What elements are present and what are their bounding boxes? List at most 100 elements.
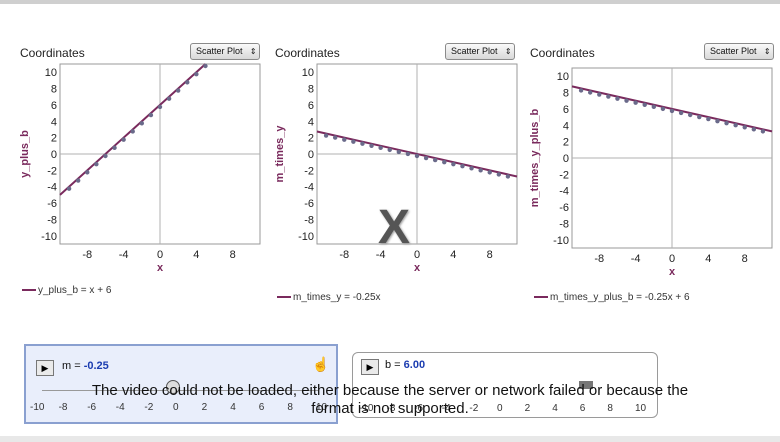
plot-type-select[interactable]: Scatter Plot ⇕: [190, 43, 260, 60]
data-point: [706, 116, 711, 122]
graph-panel-2: Coordinates Scatter Plot ⇕ 10 8 6 4 2 0 -2 -4 -6…: [273, 40, 528, 310]
legend-label: m_times_y = -0.25x: [293, 292, 381, 303]
scatter-plot[interactable]: 10 8 6 4 2 0 -2 -4 -6 -8 -10 -8 -4 0 4 8 x m_times_y: [273, 62, 528, 292]
slider-m-label: m = -0.25: [62, 360, 109, 372]
x-tick-label: 0: [414, 249, 420, 261]
y-tick-label: -10: [553, 235, 569, 247]
play-button[interactable]: ▶: [36, 360, 54, 376]
slider-scale: -10 -8 -6 -4 -2 0 2 4 6 8 10: [359, 403, 649, 415]
plot-type-label: Scatter Plot: [451, 46, 498, 56]
plot-type-select[interactable]: Scatter Plot ⇕: [445, 43, 515, 60]
x-tick-label: -4: [376, 249, 386, 261]
graph-legend: y_plus_b = x + 6: [22, 285, 111, 296]
plot-type-label: Scatter Plot: [196, 46, 243, 56]
data-point: [414, 153, 420, 159]
y-tick-label: -2: [304, 165, 314, 177]
error-line-2: format is not supported.: [311, 400, 469, 417]
data-point: [469, 166, 474, 171]
data-point: [405, 151, 411, 157]
slider-thumb[interactable]: [166, 380, 180, 394]
data-point: [487, 170, 492, 175]
data-point: [75, 178, 81, 183]
data-point: [687, 112, 693, 118]
slider-m-panel[interactable]: ▶ m = -0.25 ☝ -10 -8 -6 -4 -2 0 2 4 6 8 10: [24, 344, 338, 424]
video-error-message: The video could not be loaded, either be…: [0, 382, 780, 418]
play-button[interactable]: ▶: [361, 359, 379, 375]
x-tick-label: 8: [487, 249, 493, 261]
y-tick-label: -6: [304, 198, 314, 210]
y-tick-label: 0: [563, 153, 569, 165]
scale-tick-label: 4: [230, 402, 236, 413]
top-edge: [0, 0, 780, 4]
data-point: [751, 127, 757, 132]
y-tick-label: -8: [304, 214, 314, 226]
data-point: [166, 96, 172, 101]
data-point: [148, 112, 154, 118]
x-tick-label: -8: [594, 253, 604, 265]
scatter-plot[interactable]: 10 8 6 4 2 0 -2 -4 -6 -8 -10 -8 -4 0 4 8 x m_times_y_plus…: [528, 62, 778, 292]
data-point: [697, 114, 702, 120]
slider-scale: -10 -8 -6 -4 -2 0 2 4 6 8 10: [30, 402, 330, 414]
broken-video-x-icon: X: [378, 201, 411, 254]
slider-track[interactable]: [42, 390, 318, 391]
scatter-plot[interactable]: 10 8 6 4 2 0 -2 -4 -6 -8 -10 -8 -4 0 4 8 x y_plus_b: [18, 62, 273, 292]
data-point: [597, 92, 602, 97]
data-point: [342, 137, 347, 142]
slider-m-value: -0.25: [83, 360, 109, 372]
slider-thumb[interactable]: [579, 381, 593, 389]
x-tick-label: 8: [230, 249, 236, 261]
data-point: [66, 186, 72, 191]
y-tick-label: 6: [51, 100, 57, 112]
legend-label: m_times_y_plus_b = -0.25x + 6: [550, 292, 690, 303]
data-point: [624, 98, 629, 103]
data-point: [724, 120, 729, 126]
data-point: [587, 90, 593, 95]
y-tick-label: 2: [563, 137, 569, 149]
y-tick-label: -10: [41, 231, 57, 243]
data-point: [130, 129, 135, 134]
x-tick-label: 8: [742, 253, 748, 265]
x-tick-label: 4: [193, 249, 199, 261]
data-point: [332, 135, 338, 140]
data-point: [651, 104, 657, 110]
scale-tick-label: -6: [414, 403, 424, 414]
graph-panel-3: Coordinates Scatter Plot ⇕ 10 8 6 4 2 0 -2 -4 -6…: [528, 40, 780, 310]
slider-b-label: b = 6.00: [385, 359, 426, 371]
error-line-1: The video could not be loaded, either be…: [91, 382, 689, 399]
graph-legend: m_times_y_plus_b = -0.25x + 6: [534, 292, 690, 303]
y-axis-label: m_times_y: [274, 125, 286, 183]
x-tick-label: -8: [339, 249, 349, 261]
scale-tick-label: -4: [441, 403, 451, 414]
scale-tick-label: 10: [635, 403, 647, 414]
data-point: [642, 102, 647, 107]
y-tick-label: 8: [51, 84, 57, 96]
x-tick-label: -8: [82, 249, 92, 261]
data-point: [496, 172, 502, 177]
data-point: [323, 133, 329, 138]
scale-tick-label: -2: [144, 402, 154, 413]
data-point: [85, 170, 90, 175]
data-point: [112, 145, 117, 151]
hand-cursor-icon: ☝: [312, 356, 330, 372]
data-point: [369, 143, 374, 148]
scale-tick-label: 4: [552, 403, 558, 414]
slider-b-panel[interactable]: ▶ b = 6.00 -10 -8 -6 -4 -2 0 2 4 6 8 10: [352, 352, 658, 418]
scale-tick-label: -10: [359, 403, 374, 414]
data-point: [678, 110, 684, 116]
data-point: [478, 168, 483, 173]
y-tick-label: -6: [559, 202, 569, 214]
y-tick-label: -4: [304, 182, 314, 194]
scale-tick-label: 0: [497, 403, 503, 414]
data-point: [360, 141, 365, 146]
data-point: [742, 125, 747, 130]
y-tick-label: -2: [559, 169, 569, 181]
plot-type-select[interactable]: Scatter Plot ⇕: [704, 43, 774, 60]
legend-label: y_plus_b = x + 6: [38, 285, 112, 296]
legend-swatch: [277, 296, 291, 299]
x-tick-label: 4: [450, 249, 456, 261]
legend-swatch: [534, 296, 548, 299]
y-tick-label: 4: [51, 116, 57, 128]
graph-title: Coordinates: [275, 46, 340, 60]
select-arrow-icon: ⇕: [763, 47, 771, 56]
